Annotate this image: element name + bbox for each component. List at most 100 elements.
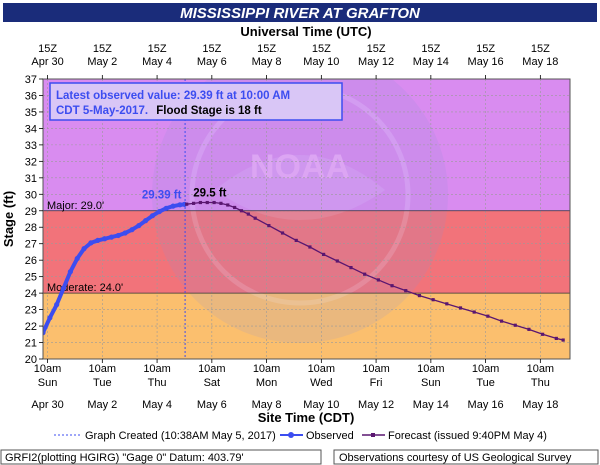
y-tick-label: 33 — [25, 140, 37, 152]
y-tick-label: 21 — [25, 338, 37, 350]
top-tick-date: May 14 — [413, 56, 449, 68]
forecast-point — [191, 201, 196, 205]
category-label: Moderate: 24.0' — [47, 282, 123, 294]
observed-point — [143, 218, 149, 224]
top-tick-time: 15Z — [421, 43, 440, 55]
observed-point — [101, 236, 108, 242]
top-tick-time: 15Z — [93, 43, 112, 55]
bottom-tick-date: May 4 — [142, 399, 172, 411]
legend-forecast-label: Forecast (issued 9:40PM May 4) — [388, 430, 547, 442]
top-tick-time: 15Z — [148, 43, 167, 55]
bottom-tick-day: Thu — [148, 377, 167, 389]
info-line-2b: Flood Stage is 18 ft — [156, 105, 262, 117]
observed-point — [170, 203, 176, 209]
forecast-point — [376, 278, 380, 282]
forecast-point — [205, 200, 209, 205]
bottom-tick-date: May 12 — [358, 399, 394, 411]
observed-point — [88, 240, 94, 246]
observed-point — [67, 269, 73, 275]
observed-point — [47, 315, 53, 321]
footer-left-box — [0, 449, 322, 465]
forecast-point — [390, 284, 394, 288]
forecast-point — [308, 245, 312, 249]
series-layer — [43, 200, 565, 342]
footer-right-box — [333, 449, 599, 465]
top-tick-date: May 8 — [252, 56, 282, 68]
observed-point — [108, 234, 115, 240]
forecast-point — [499, 319, 504, 323]
forecast-point — [445, 302, 449, 306]
top-tick-date: May 16 — [468, 56, 504, 68]
forecast-point — [513, 323, 517, 327]
y-tick-label: 25 — [25, 272, 37, 284]
forecast-point — [417, 293, 422, 298]
forecast-point — [280, 231, 285, 235]
forecast-point — [349, 265, 353, 270]
bottom-tick-date: May 18 — [522, 399, 558, 411]
forecast-point — [431, 298, 435, 302]
observed-point — [60, 285, 67, 291]
observed-point — [122, 230, 128, 236]
flood-category-bands — [43, 79, 570, 359]
forecast-point — [239, 209, 244, 213]
top-tick-time: 15Z — [367, 43, 386, 55]
top-tick-time: 15Z — [38, 43, 57, 55]
bottom-axis-title: Site Time (CDT) — [258, 410, 355, 425]
y-tick-label: 26 — [25, 255, 37, 267]
observed-point — [81, 246, 87, 252]
forecast-point — [486, 314, 490, 318]
top-tick-date: May 6 — [197, 56, 227, 68]
top-tick-date: Apr 30 — [31, 56, 63, 68]
bottom-tick-day: Tue — [476, 377, 495, 389]
y-tick-label: 24 — [25, 288, 37, 300]
bottom-tick-time: 10am — [198, 363, 226, 375]
title-bar — [3, 3, 597, 22]
observed-point — [43, 330, 46, 336]
legend-created-label: Graph Created (10:38AM May 5, 2017) — [85, 430, 276, 442]
legend-observed-label: Observed — [306, 430, 354, 442]
y-tick-label: 29 — [25, 206, 37, 218]
forecast-point — [294, 238, 298, 243]
legend-observed-dot — [288, 432, 294, 438]
bottom-axis: 10am Sun Apr 30 10am Tue May 2 10am Thu May 4 10a… — [31, 359, 558, 411]
bottom-tick-time: 10am — [308, 363, 336, 375]
band-moderate — [43, 210, 570, 294]
observed-point — [74, 255, 80, 262]
forecast-point — [458, 306, 463, 310]
y-tick-label: 37 — [25, 74, 37, 86]
forecast-point — [527, 327, 531, 331]
bottom-tick-time: 10am — [253, 363, 281, 375]
watermark-noaa-text: NOAA — [250, 148, 350, 186]
y-tick-label: 27 — [25, 239, 37, 251]
forecast-point — [541, 332, 545, 336]
bottom-tick-date: May 8 — [252, 399, 282, 411]
y-tick-label: 28 — [25, 222, 37, 234]
bottom-tick-time: 10am — [417, 363, 445, 375]
top-tick-date: May 4 — [142, 56, 172, 68]
bottom-tick-day: Mon — [256, 377, 277, 389]
footer-left: GRFI2(plotting HGIRG) "Gage 0" Datum: 40… — [5, 452, 244, 464]
bottom-tick-day: Sun — [421, 377, 441, 389]
top-tick-date: May 12 — [358, 56, 394, 68]
band-minor — [43, 293, 570, 359]
observed-point — [129, 227, 135, 233]
y-tick-label: 31 — [25, 173, 37, 185]
forecast-line — [186, 201, 564, 341]
observed-point — [54, 302, 60, 308]
bottom-tick-time: 10am — [143, 363, 171, 375]
value-annotation: 29.39 ft — [142, 189, 182, 201]
observed-point — [95, 237, 101, 244]
bottom-tick-date: May 10 — [303, 399, 339, 411]
info-line-2a: CDT 5-May-2017. — [56, 105, 148, 117]
latest-value-box: Latest observed value: 29.39 ft at 10:00… — [49, 82, 343, 121]
y-tick-label: 36 — [25, 90, 37, 102]
bottom-tick-time: 10am — [472, 363, 500, 375]
observed-point — [156, 208, 162, 215]
forecast-point — [198, 200, 203, 205]
bottom-tick-date: May 6 — [197, 399, 227, 411]
bottom-tick-date: Apr 30 — [31, 399, 63, 411]
y-tick-label: 22 — [25, 321, 37, 333]
forecast-point — [253, 216, 257, 220]
top-tick-date: May 18 — [522, 56, 558, 68]
